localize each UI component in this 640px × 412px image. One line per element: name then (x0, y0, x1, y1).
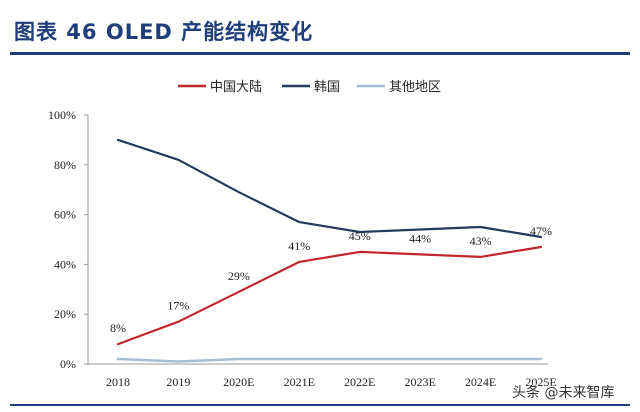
data-label: 44% (409, 231, 431, 245)
series-line-2 (116, 138, 543, 239)
bottom-rule (10, 404, 630, 406)
data-label: 43% (470, 234, 492, 248)
data-label: 45% (349, 229, 371, 243)
x-tick-label: 2024E (465, 375, 496, 389)
x-tick-label: 2020E (223, 375, 254, 389)
data-label: 8% (110, 321, 126, 335)
x-tick-label: 2023E (404, 375, 435, 389)
y-tick-label: 100% (48, 108, 76, 122)
y-tick-label: 40% (54, 257, 76, 271)
y-tick-label: 20% (54, 307, 76, 321)
y-tick-label: 60% (54, 208, 76, 222)
x-tick-label: 2021E (284, 375, 315, 389)
x-tick-label: 2022E (344, 375, 375, 389)
y-tick-label: 0% (60, 357, 76, 371)
data-label: 41% (288, 239, 310, 253)
watermark: 头条 @未来智库 (512, 385, 615, 401)
data-label: 47% (530, 224, 552, 238)
legend-label: 韩国 (314, 80, 340, 95)
legend-label: 中国大陆 (210, 79, 262, 95)
title-rule (10, 52, 630, 55)
data-label: 29% (228, 269, 250, 283)
x-tick-label: 2019 (166, 375, 190, 389)
data-label: 17% (167, 299, 189, 313)
x-tick-label: 2025E (525, 375, 556, 389)
figure-title: 图表 46 OLED 产能结构变化 (14, 20, 314, 44)
series-line-3 (116, 357, 543, 363)
legend-label: 其他地区 (389, 80, 441, 95)
series-line-1 (116, 245, 543, 346)
x-tick-label: 2018 (106, 375, 130, 389)
y-tick-label: 80% (54, 158, 76, 172)
